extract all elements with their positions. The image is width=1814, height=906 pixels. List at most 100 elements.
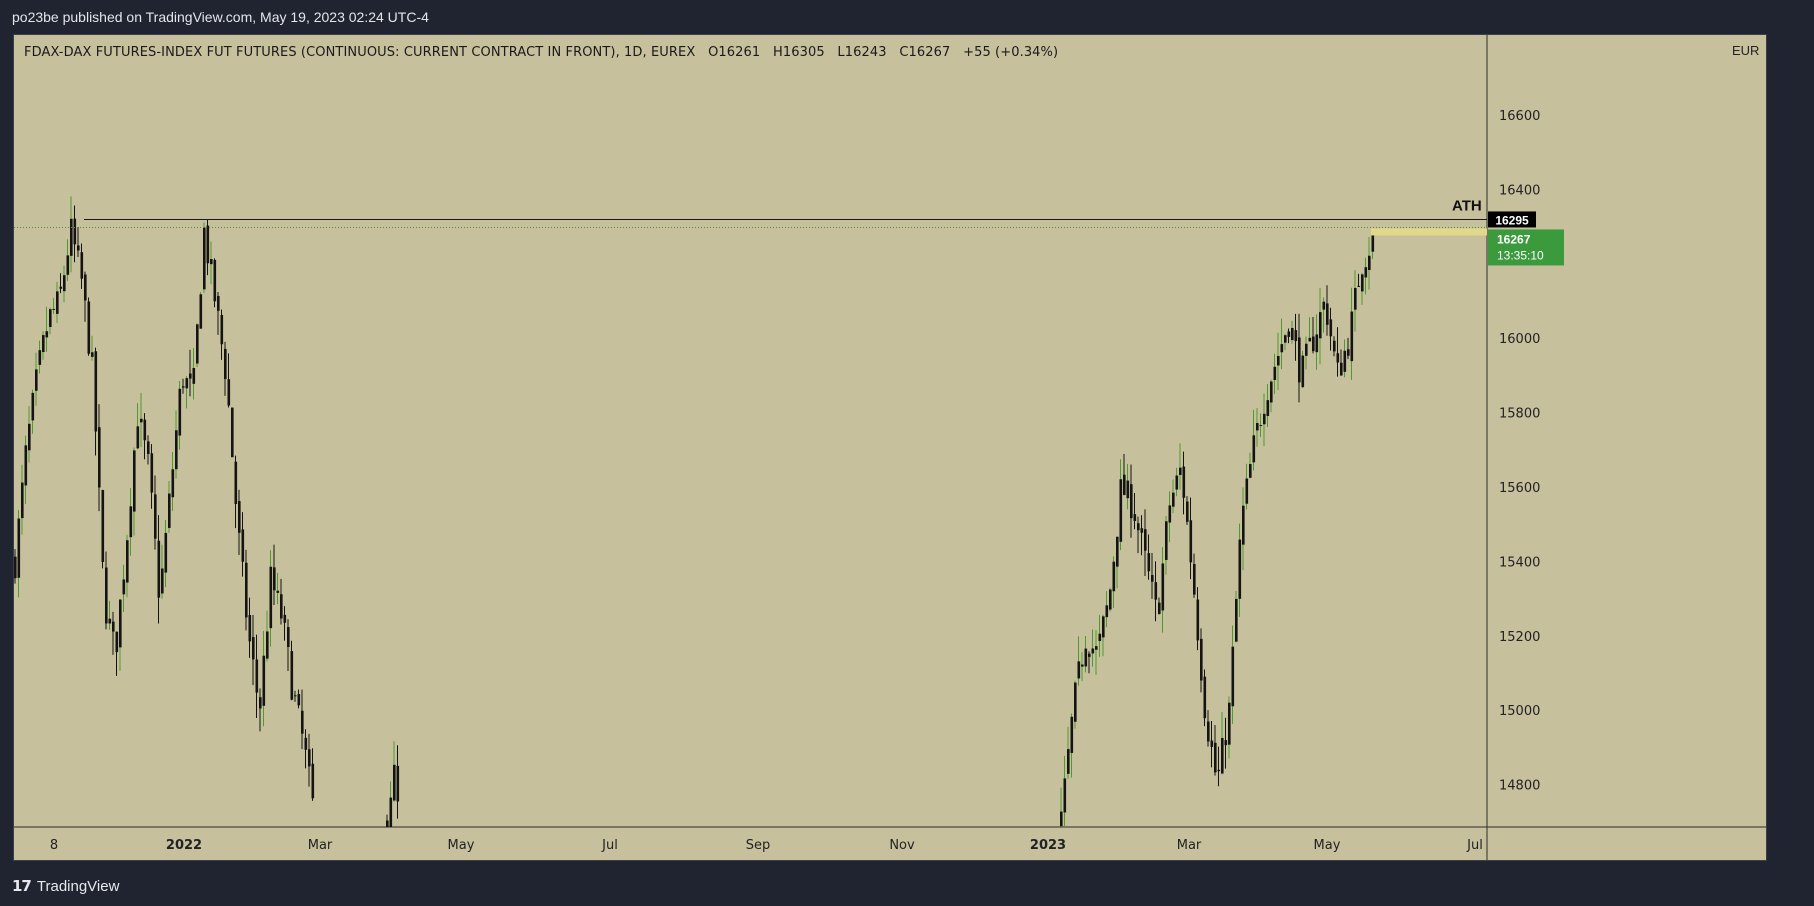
y-tick-label: 16600	[1499, 109, 1540, 124]
candle-body	[1231, 646, 1235, 707]
chart-pane[interactable]: 16600 16400 16000 15800 15600 15400 15200 15000…	[13, 34, 1767, 861]
candle-body	[304, 737, 308, 750]
x-tick-label: Sep	[746, 838, 771, 853]
candle-body	[1284, 335, 1287, 343]
candle-body	[1140, 528, 1144, 533]
price-chart[interactable]: 16600 16400 16000 15800 15600 15400 15200 15000…	[14, 35, 1766, 860]
candle-body	[1130, 484, 1133, 519]
candle-body	[189, 373, 192, 379]
candle-body	[1235, 598, 1238, 642]
candle-body	[1357, 285, 1361, 287]
candle-body	[66, 255, 70, 275]
candle-body	[203, 227, 206, 290]
candle-body	[1063, 778, 1067, 813]
candle-body	[171, 469, 175, 498]
candle-body	[1112, 561, 1116, 592]
candle-body	[389, 797, 393, 827]
candle-body	[168, 493, 171, 528]
candle-body	[1095, 646, 1098, 650]
y-tick-label: 15800	[1499, 407, 1540, 422]
candle-body	[1168, 505, 1172, 523]
candle-body	[1207, 721, 1210, 742]
candle-body	[24, 445, 28, 486]
x-tick-label: Mar	[1177, 838, 1202, 853]
publish-info: po23be published on TradingView.com, May…	[12, 9, 429, 25]
candle-body	[252, 637, 255, 660]
candle-body	[1242, 505, 1245, 545]
candle-body	[108, 618, 112, 624]
candle-body	[1280, 344, 1284, 353]
candle-body	[94, 351, 98, 432]
candle-body	[1326, 303, 1329, 325]
last-price-label: 16267	[1497, 232, 1531, 246]
candle-body	[1308, 337, 1312, 342]
candle-body	[1221, 737, 1224, 774]
candle-body	[1077, 661, 1081, 679]
candle-body	[273, 567, 276, 591]
candle-body	[217, 295, 220, 311]
candle-body	[241, 529, 245, 562]
candle-body	[1333, 340, 1336, 352]
tradingview-brand: TradingView	[36, 877, 120, 895]
candle-body	[101, 490, 105, 562]
candle-body	[1175, 475, 1179, 490]
candle-body	[210, 259, 213, 265]
candle-body	[140, 418, 143, 423]
time-axis: 8 2022 Mar May Jul Sep Nov 2023 Mar May Jul	[50, 838, 1483, 853]
candle-body	[1102, 616, 1105, 638]
candle-body	[1238, 539, 1242, 599]
y-tick-label: 15000	[1499, 704, 1540, 719]
x-tick-label: 2022	[166, 838, 202, 853]
candle-body	[396, 765, 400, 802]
candle-body	[301, 710, 304, 734]
candle-body	[311, 763, 315, 799]
legend-open: O16261	[708, 45, 761, 60]
candle-body	[1196, 599, 1200, 641]
candle-body	[1224, 740, 1228, 746]
candle-body	[224, 348, 227, 379]
ath-price-badge	[1488, 211, 1536, 228]
price-overlays: ATH 16295 16267 13:35:10	[14, 197, 1564, 266]
candle-body	[280, 594, 283, 619]
tradingview-logo-icon: 17	[12, 877, 32, 895]
ath-annotation: ATH	[1452, 197, 1482, 214]
candle-body	[1189, 520, 1193, 563]
candle-body	[1350, 311, 1354, 362]
candle-body	[1312, 336, 1315, 352]
candle-body	[1347, 349, 1350, 356]
candle-body	[1252, 435, 1256, 463]
candle-body	[1091, 648, 1095, 654]
candle-body	[1081, 664, 1084, 667]
candle-body	[1217, 769, 1221, 772]
candle-body	[150, 453, 154, 493]
candle-body	[206, 225, 210, 264]
symbol-legend: FDAX-DAX FUTURES-INDEX FUT FUTURES (CONT…	[24, 45, 1058, 60]
candle-body	[52, 308, 56, 310]
candle-body	[1088, 653, 1091, 657]
candle-body	[1067, 749, 1070, 774]
candle-body	[276, 590, 280, 593]
y-tick-label: 15600	[1499, 481, 1540, 496]
candle-body	[255, 659, 259, 693]
candle-body	[248, 614, 252, 642]
candle-body	[1361, 274, 1364, 292]
candle-body	[1249, 464, 1252, 478]
candle-body	[1182, 466, 1186, 498]
tradingview-logo[interactable]: 17 TradingView	[12, 877, 119, 895]
y-tick-label: 14800	[1499, 779, 1540, 794]
x-tick-label: Jul	[1466, 838, 1483, 853]
candle-body	[1203, 676, 1207, 719]
candle-body	[1245, 478, 1249, 504]
x-tick-label: Nov	[889, 838, 915, 853]
candle-body	[308, 749, 311, 767]
candle-body	[157, 540, 161, 598]
currency-label: EUR	[1732, 43, 1760, 58]
candle-body	[1137, 523, 1140, 531]
y-tick-label: 16400	[1499, 183, 1540, 198]
candle-body	[393, 764, 396, 801]
candle-body	[45, 331, 49, 338]
candle-body	[231, 407, 234, 458]
candle-body	[1119, 479, 1123, 542]
candle-body	[1109, 589, 1112, 610]
candle-body	[1154, 582, 1158, 600]
